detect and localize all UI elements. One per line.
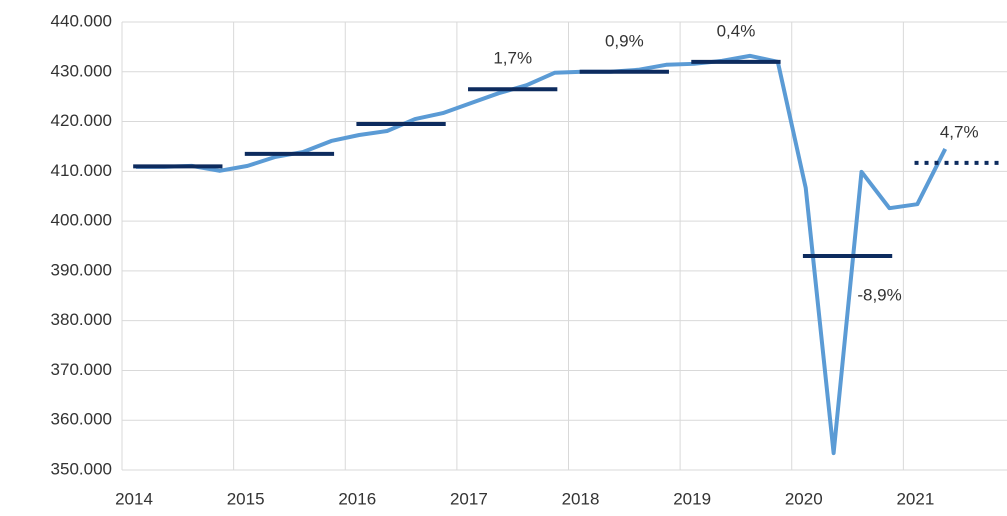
growth-annotation: -8,9% — [857, 285, 901, 304]
growth-annotation: 4,7% — [940, 122, 979, 141]
x-tick-label: 2019 — [673, 489, 711, 508]
y-tick-label: 420.000 — [51, 111, 112, 130]
y-tick-label: 390.000 — [51, 260, 112, 279]
x-tick-label: 2018 — [562, 489, 600, 508]
x-tick-label: 2014 — [115, 489, 153, 508]
y-tick-label: 350.000 — [51, 459, 112, 478]
x-tick-label: 2016 — [338, 489, 376, 508]
x-tick-label: 2015 — [227, 489, 265, 508]
series-line — [135, 53, 948, 456]
y-tick-label: 400.000 — [51, 211, 112, 230]
x-tick-label: 2021 — [896, 489, 934, 508]
y-tick-label: 430.000 — [51, 61, 112, 80]
y-tick-label: 360.000 — [51, 410, 112, 429]
y-tick-label: 440.000 — [51, 11, 112, 30]
y-tick-label: 370.000 — [51, 360, 112, 379]
x-tick-label: 2017 — [450, 489, 488, 508]
x-tick-label: 2020 — [785, 489, 823, 508]
growth-annotation: 0,4% — [717, 21, 756, 40]
growth-annotation: 0,9% — [605, 31, 644, 50]
growth-annotation: 1,7% — [493, 49, 532, 68]
y-tick-label: 410.000 — [51, 161, 112, 180]
y-tick-label: 380.000 — [51, 310, 112, 329]
